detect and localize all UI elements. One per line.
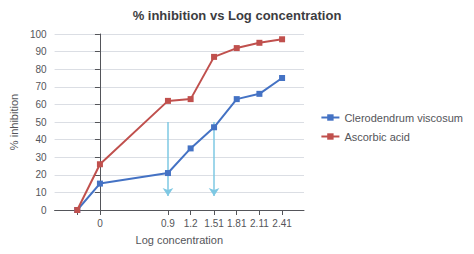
- svg-text:% inhibition: % inhibition: [8, 94, 20, 150]
- svg-text:20: 20: [35, 169, 47, 180]
- svg-text:Clerodendrum viscosum: Clerodendrum viscosum: [344, 112, 463, 124]
- svg-text:80: 80: [35, 64, 47, 75]
- svg-text:0: 0: [97, 218, 103, 229]
- svg-text:10: 10: [35, 187, 47, 198]
- svg-text:% inhibition vs Log concentrat: % inhibition vs Log concentration: [133, 8, 342, 23]
- svg-text:Ascorbic acid: Ascorbic acid: [344, 131, 409, 143]
- svg-text:100: 100: [30, 29, 47, 40]
- svg-text:1.2: 1.2: [184, 218, 198, 229]
- svg-text:90: 90: [35, 46, 47, 57]
- svg-text:50: 50: [35, 117, 47, 128]
- svg-text:30: 30: [35, 152, 47, 163]
- svg-text:2.41: 2.41: [272, 218, 292, 229]
- svg-text:0: 0: [41, 205, 47, 216]
- svg-text:70: 70: [35, 81, 47, 92]
- svg-text:2.11: 2.11: [250, 218, 269, 229]
- svg-text:1.81: 1.81: [227, 218, 247, 229]
- svg-text:40: 40: [35, 134, 47, 145]
- svg-text:Log concentration: Log concentration: [136, 234, 223, 246]
- svg-text:1.51: 1.51: [204, 218, 224, 229]
- svg-text:0.9: 0.9: [161, 218, 175, 229]
- svg-text:60: 60: [35, 99, 47, 110]
